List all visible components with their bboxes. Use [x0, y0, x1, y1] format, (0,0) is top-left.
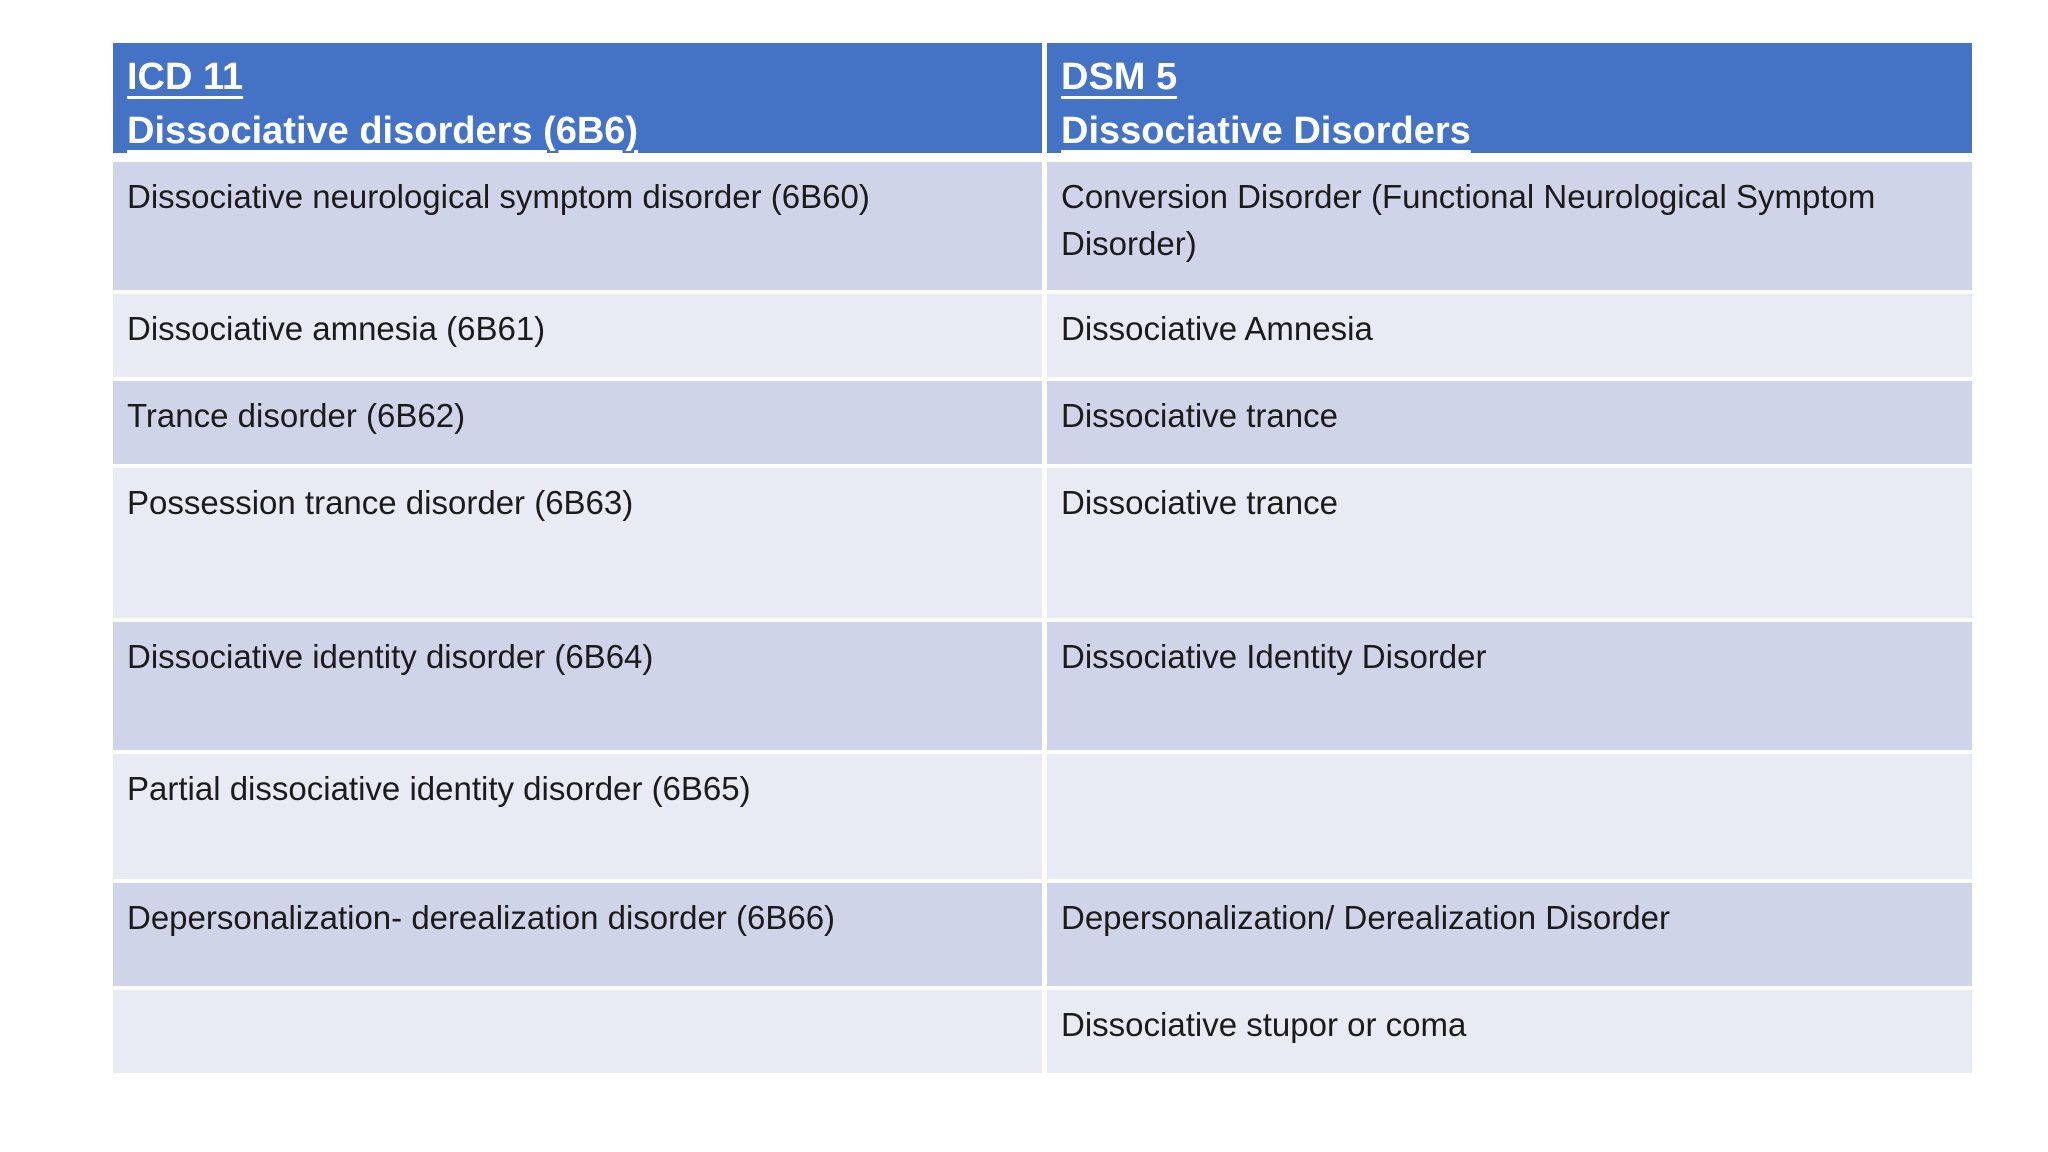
table-cell-icd-6b65: Partial dissociative identity disorder (…	[113, 754, 1042, 879]
table-header-dsm5: DSM 5 Dissociative Disorders	[1047, 43, 1972, 158]
header-dsm5-subtitle: Dissociative Disorders	[1061, 109, 1471, 152]
table-cell-dsm-empty	[1047, 754, 1972, 879]
table-cell-dsm-dissociative-trance-1: Dissociative trance	[1047, 381, 1972, 464]
table-cell-dsm-depersonalization-derealization: Depersonalization/ Derealization Disorde…	[1047, 883, 1972, 986]
table-cell-icd-6b61: Dissociative amnesia (6B61)	[113, 294, 1042, 377]
header-icd11-subtitle: Dissociative disorders (6B6)	[127, 109, 639, 152]
table-cell-dsm-dissociative-identity-disorder: Dissociative Identity Disorder	[1047, 622, 1972, 750]
table-cell-icd-6b63: Possession trance disorder (6B63)	[113, 468, 1042, 618]
table-cell-dsm-conversion-disorder: Conversion Disorder (Functional Neurolog…	[1047, 162, 1972, 290]
header-icd11-title: ICD 11	[127, 56, 244, 98]
table-cell-icd-6b66: Depersonalization- derealization disorde…	[113, 883, 1042, 986]
comparison-table: ICD 11 Dissociative disorders (6B6) DSM …	[113, 43, 1972, 1073]
table-cell-dsm-dissociative-trance-2: Dissociative trance	[1047, 468, 1972, 618]
table-cell-icd-6b62: Trance disorder (6B62)	[113, 381, 1042, 464]
table-cell-icd-6b64: Dissociative identity disorder (6B64)	[113, 622, 1042, 750]
table-cell-dsm-dissociative-stupor-or-coma: Dissociative stupor or coma	[1047, 990, 1972, 1073]
table-cell-icd-6b60: Dissociative neurological symptom disord…	[113, 162, 1042, 290]
table-header-icd11: ICD 11 Dissociative disorders (6B6)	[113, 43, 1042, 158]
header-dsm5-title: DSM 5	[1061, 56, 1178, 98]
table-cell-dsm-dissociative-amnesia: Dissociative Amnesia	[1047, 294, 1972, 377]
table-cell-icd-empty	[113, 990, 1042, 1073]
